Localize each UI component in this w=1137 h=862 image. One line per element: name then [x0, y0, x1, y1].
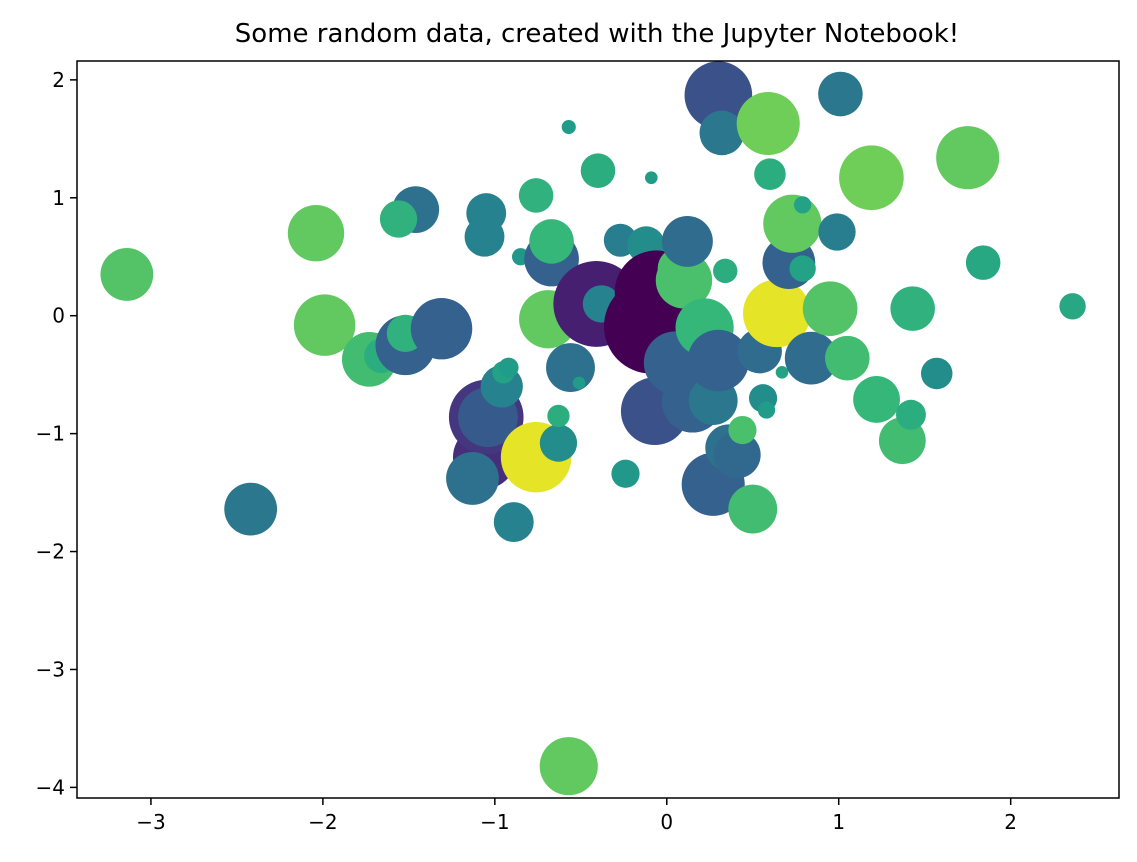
- scatter-point: [802, 281, 858, 336]
- scatter-point: [539, 737, 598, 796]
- y-axis: −4 −3 −2 −1 0 1 2: [36, 68, 77, 799]
- scatter-point: [518, 178, 554, 213]
- scatter-point: [547, 404, 570, 428]
- scatter-point: [920, 357, 953, 390]
- scatter-point: [890, 286, 935, 331]
- scatter-point: [825, 335, 870, 381]
- scatter-point: [493, 502, 534, 543]
- scatter-point: [818, 213, 856, 251]
- scatter-point: [763, 194, 822, 253]
- x-tick-label: 0: [660, 810, 673, 834]
- scatter-point: [839, 145, 904, 211]
- y-tick-label: −3: [36, 657, 65, 681]
- scatter-point: [1059, 293, 1086, 320]
- x-tick-label: −2: [308, 810, 337, 834]
- x-tick-label: 1: [832, 810, 845, 834]
- x-axis: −3 −2 −1 0 1 2: [136, 798, 1017, 834]
- scatter-point: [713, 258, 738, 284]
- scatter-point: [793, 196, 812, 214]
- scatter-point: [818, 71, 863, 117]
- scatter-point: [379, 200, 418, 238]
- scatter-point: [965, 245, 1001, 280]
- scatter-point: [661, 215, 713, 267]
- y-tick-label: 2: [52, 68, 65, 92]
- scatter-point: [529, 219, 574, 264]
- x-tick-label: −1: [480, 810, 509, 834]
- scatter-point: [572, 376, 586, 390]
- scatter-point: [655, 252, 713, 309]
- scatter-point: [410, 297, 473, 360]
- y-tick-label: −2: [36, 540, 65, 564]
- scatter-point: [713, 431, 761, 479]
- scatter-point: [684, 61, 753, 130]
- scatter-point: [580, 153, 616, 188]
- scatter-point: [561, 119, 576, 135]
- x-tick-label: 2: [1004, 810, 1017, 834]
- scatter-point: [936, 126, 1000, 190]
- y-tick-label: 1: [52, 186, 65, 210]
- y-tick-label: 0: [52, 304, 65, 328]
- scatter-point: [736, 91, 800, 156]
- scatter-point: [687, 329, 750, 392]
- scatter-point: [611, 459, 640, 488]
- scatter-point: [728, 415, 757, 445]
- scatter-point: [789, 255, 816, 282]
- scatter-point: [539, 424, 578, 462]
- scatter-point: [775, 366, 789, 379]
- scatter-point: [699, 110, 745, 156]
- scatter-point: [546, 343, 595, 393]
- scatter-point: [754, 158, 786, 190]
- scatter-point: [853, 376, 900, 423]
- scatter-point: [728, 484, 778, 534]
- scatter-point: [743, 279, 811, 348]
- scatter-point: [895, 399, 926, 430]
- plot-frame: [76, 60, 1120, 799]
- x-tick-label: −3: [136, 810, 165, 834]
- y-tick-label: −4: [36, 775, 65, 799]
- scatter-point: [784, 331, 838, 385]
- scatter-point: [464, 216, 505, 257]
- scatter-point: [293, 294, 356, 356]
- scatter-point: [498, 357, 519, 378]
- y-tick-label: −1: [36, 422, 65, 446]
- data-points: [100, 61, 1086, 796]
- scatter-point: [224, 482, 278, 536]
- scatter-point: [446, 452, 499, 505]
- scatter-point: [287, 204, 345, 262]
- scatter-point: [100, 248, 154, 301]
- scatter-point: [644, 171, 658, 185]
- chart-title: Some random data, created with the Jupyt…: [235, 19, 959, 49]
- scatter-point: [757, 401, 776, 419]
